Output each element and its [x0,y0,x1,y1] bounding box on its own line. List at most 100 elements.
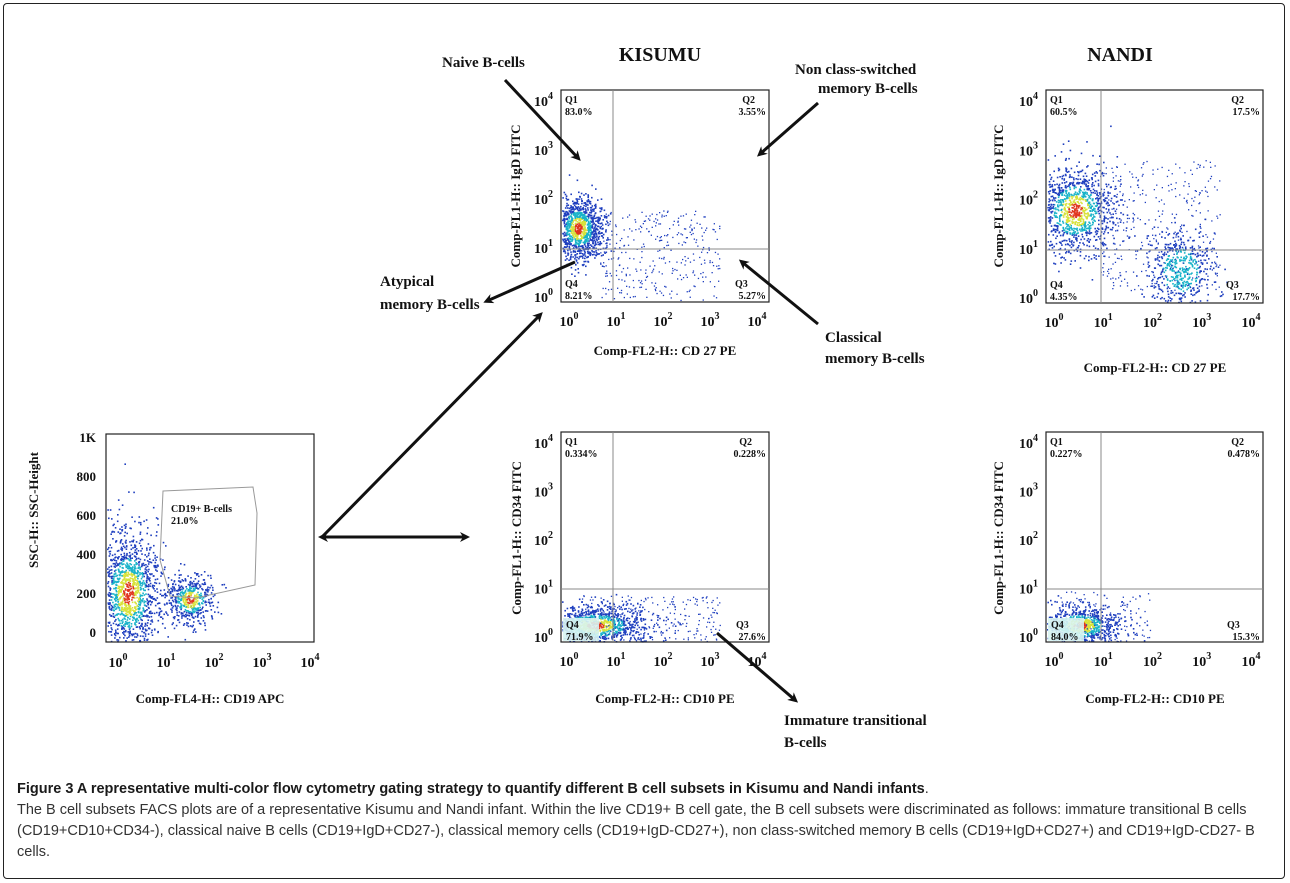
gate-value: 21.0% [171,516,199,527]
kisumu-cd34-x-tick-3: 103 [701,651,720,670]
annotation-naive: Naive B-cells [442,55,525,71]
kisumu-igd-frame [560,89,770,303]
kisumu-cd34-y-label: Comp-FL1-H:: CD34 FITC [509,461,524,615]
kisumu-igd-x-tick-3: 103 [701,311,720,330]
gate-x-tick-2: 102 [205,652,224,671]
nandi-cd34-x-tick-2: 102 [1143,651,1162,670]
gate-label: CD19+ B-cells [171,504,232,515]
figure-frame [3,3,1285,879]
gate-y-label: SSC-H:: SSC-Height [26,451,41,568]
nandi-igd-dots-spread [1100,160,1221,292]
nandi-cd34-x-tick-1: 101 [1094,651,1113,670]
nandi-igd-q2: Q2 [1231,95,1244,106]
nandi-igd-y-tick-4: 104 [1019,91,1038,110]
kisumu-cd34-x-tick-2: 102 [654,651,673,670]
caption-title-end: . [924,781,929,797]
gate-plot: CD19+ B-cells 21.0% 1K 800 600 400 200 0 Comp… [26,430,315,706]
kisumu-cd34-q1-value: 0.334% [565,449,598,460]
kisumu-igd-y-tick-2: 102 [534,189,553,208]
arrow-to-igd-panel [320,312,543,539]
annotation-classical-line1: Classical [825,330,882,346]
arrow-classical [738,259,819,326]
annotation-immature-line2: B-cells [784,735,827,751]
nandi-igd-q4-value: 4.35% [1050,292,1078,303]
nandi-cd34-q3: Q3 [1227,620,1240,631]
kisumu-cd34-q1: Q1 [565,437,578,448]
kisumu-igd-q3: Q3 [735,279,748,290]
annotation-nonclass-line2: memory B-cells [818,81,918,97]
nandi-igd-frame [1045,89,1264,304]
figure-caption: Figure 3 A representative multi-color fl… [17,779,1277,863]
nandi-cd34-q4: Q4 [1051,620,1064,631]
kisumu-igd-y-tick-0: 100 [534,287,553,306]
kisumu-cd34-x-tick-0: 100 [560,651,579,670]
kisumu-cd34-q3-value: 27.6% [739,632,767,643]
nandi-cd34-y-tick-4: 104 [1019,433,1038,452]
nandi-cd34-y-tick-2: 102 [1019,530,1038,549]
nandi-igd-q1-value: 60.5% [1050,107,1078,118]
nandi-igd-x-tick-4: 104 [1242,312,1261,331]
nandi-igd-dots-main [1047,125,1139,281]
nandi-igd-y-tick-3: 103 [1019,140,1038,159]
nandi-cd34-x-tick-0: 100 [1045,651,1064,670]
kisumu-cd34-plot: Q1 0.334% Q2 0.228% Q3 27.6% Q4 71.9% Co… [509,431,770,706]
kisumu-igd-x-tick-4: 104 [748,311,767,330]
nandi-cd34-x-tick-4: 104 [1242,651,1261,670]
nandi-igd-q4: Q4 [1050,280,1063,291]
nandi-igd-q3: Q3 [1226,280,1239,291]
gate-x-tick-4: 104 [301,652,320,671]
cd19-gate-polygon [159,486,258,599]
arrow-atypical [483,260,576,304]
kisumu-cd34-y-tick-0: 100 [534,627,553,646]
nandi-igd-x-tick-2: 102 [1143,312,1162,331]
kisumu-cd34-x-label: Comp-FL2-H:: CD10 PE [595,691,734,706]
kisumu-igd-y-tick-1: 101 [534,238,553,257]
gate-x-tick-1: 101 [157,652,176,671]
kisumu-cd34-y-tick-1: 101 [534,579,553,598]
kisumu-igd-y-tick-3: 103 [534,140,553,159]
nandi-cd34-x-label: Comp-FL2-H:: CD10 PE [1085,691,1224,706]
gate-y-tick-1: 800 [77,469,97,484]
kisumu-igd-y-label: Comp-FL1-H:: IgD FITC [508,125,523,268]
column-title-nandi: NANDI [1087,44,1153,66]
kisumu-cd34-q3: Q3 [736,620,749,631]
annotation-atypical-line2: memory B-cells [380,297,480,313]
nandi-cd34-q2-value: 0.478% [1228,449,1261,460]
caption-title: Figure 3 A representative multi-color fl… [17,781,925,797]
kisumu-igd-q4-value: 8.21% [565,291,593,302]
kisumu-cd34-q4: Q4 [566,620,579,631]
arrow-naive [503,78,581,161]
kisumu-cd34-frame [560,431,770,643]
nandi-cd34-y-label: Comp-FL1-H:: CD34 FITC [991,461,1006,615]
gate-y-tick-5: 0 [90,625,97,640]
kisumu-igd-x-label: Comp-FL2-H:: CD 27 PE [594,343,737,358]
nandi-cd34-q2: Q2 [1231,437,1244,448]
nandi-igd-plot: Q1 60.5% Q2 17.5% Q3 17.7% Q4 4.35% Comp… [991,89,1264,375]
nandi-igd-dots-q3 [1136,217,1228,304]
gate-x-tick-0: 100 [109,652,128,671]
kisumu-cd34-y-tick-2: 102 [534,530,553,549]
kisumu-igd-q2: Q2 [742,95,755,106]
caption-body: The B cell subsets FACS plots are of a r… [17,802,1255,860]
annotation-immature-line1: Immature transitional [784,713,927,729]
nandi-igd-y-label: Comp-FL1-H:: IgD FITC [991,125,1006,268]
nandi-cd34-y-tick-1: 101 [1019,579,1038,598]
kisumu-igd-q2-value: 3.55% [739,107,767,118]
arrow-immature [716,631,799,703]
kisumu-igd-q3-value: 5.27% [739,291,767,302]
nandi-cd34-q1: Q1 [1050,437,1063,448]
nandi-igd-y-tick-2: 102 [1019,190,1038,209]
kisumu-igd-q4: Q4 [565,279,578,290]
gate-plot-frame [105,433,315,643]
nandi-igd-q1: Q1 [1050,95,1063,106]
kisumu-igd-dots-main [562,174,616,277]
gate-y-tick-2: 600 [77,508,97,523]
nandi-igd-x-tick-0: 100 [1045,312,1064,331]
nandi-cd34-q4-value: 84.0% [1051,632,1079,643]
annotation-classical-line2: memory B-cells [825,351,925,367]
nandi-cd34-y-tick-0: 100 [1019,627,1038,646]
nandi-cd34-q1-value: 0.227% [1050,449,1083,460]
nandi-igd-q2-value: 17.5% [1233,107,1261,118]
nandi-igd-y-tick-1: 101 [1019,239,1038,258]
